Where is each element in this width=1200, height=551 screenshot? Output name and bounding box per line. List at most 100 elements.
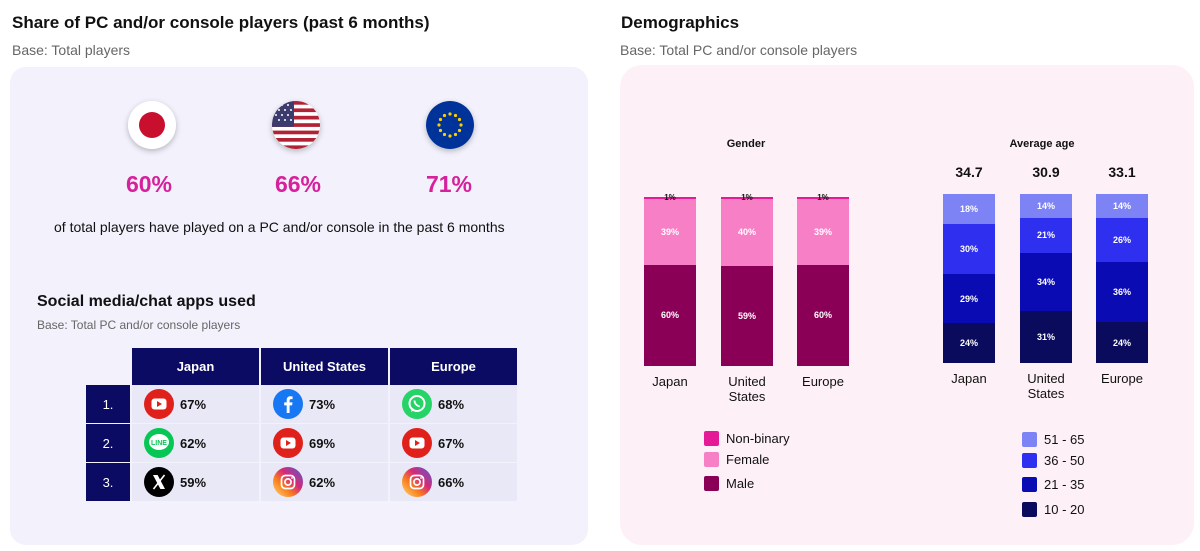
- bar-segment: 40%: [721, 198, 773, 267]
- legend-item: Non-binary: [704, 431, 790, 446]
- gender-chart-title: Gender: [726, 138, 766, 150]
- app-share-value: 69%: [309, 435, 336, 451]
- header-japan: Japan: [132, 348, 259, 385]
- rank-cell: 2.: [86, 424, 130, 463]
- bar-segment: 24%: [943, 322, 995, 363]
- bar-segment: 60%: [644, 264, 696, 366]
- average-age-value: 34.7: [955, 164, 983, 180]
- europe-share-value: 71%: [425, 171, 473, 197]
- bar-segment: 18%: [943, 194, 995, 225]
- x-axis-label-line: Europe: [1101, 371, 1143, 386]
- demographics-base: Base: Total PC and/or console players: [620, 42, 858, 58]
- app-share-value: 62%: [309, 474, 336, 490]
- x-icon: [144, 467, 174, 497]
- legend-item: Female: [704, 452, 769, 467]
- table-row: 2. LINE 62% 69% 67%: [86, 424, 517, 463]
- app-cell: 62%: [261, 463, 388, 502]
- x-axis-label-line: United: [728, 374, 766, 389]
- demographics-title: Demographics: [621, 13, 740, 32]
- legend-item: 10 - 20: [1022, 502, 1084, 517]
- bar-segment: 36%: [1096, 261, 1148, 323]
- legend-label: 51 - 65: [1044, 432, 1085, 447]
- bar-segment: 1%: [721, 193, 773, 202]
- x-axis-label: Europe: [1087, 371, 1157, 386]
- usa-flag-icon: [272, 101, 320, 149]
- rank-cell: 3.: [86, 463, 130, 502]
- x-axis-label: Japan: [635, 374, 705, 389]
- app-share-value: 67%: [438, 435, 465, 451]
- rank-cell: 1.: [86, 385, 130, 424]
- app-share-value: 73%: [309, 396, 336, 412]
- bar-segment: 14%: [1096, 194, 1148, 218]
- legend-item: Male: [704, 476, 754, 491]
- x-axis-label: Europe: [788, 374, 858, 389]
- bar-segment: 1%: [797, 193, 849, 202]
- share-description: of total players have played on a PC and…: [54, 219, 505, 235]
- app-share-value: 62%: [180, 435, 207, 451]
- social-base: Base: Total PC and/or console players: [37, 318, 241, 332]
- header-united-states: United States: [261, 348, 388, 385]
- eu-flag-icon: [426, 101, 474, 149]
- youtube-icon: [402, 428, 432, 458]
- legend-swatch: [704, 452, 719, 467]
- share-base: Base: Total players: [12, 42, 131, 58]
- table-row: 1. 67% 73% 68%: [86, 385, 517, 424]
- app-share-value: 66%: [438, 474, 465, 490]
- legend-swatch: [1022, 453, 1037, 468]
- legend-item: 51 - 65: [1022, 432, 1084, 447]
- legend-swatch: [1022, 432, 1037, 447]
- legend-item: 36 - 50: [1022, 453, 1084, 468]
- bar-segment: 24%: [1096, 322, 1148, 363]
- share-title: Share of PC and/or console players (past…: [12, 13, 430, 32]
- line-icon: LINE: [144, 428, 174, 458]
- bar-segment: 34%: [1020, 253, 1072, 311]
- app-share-value: 59%: [180, 474, 207, 490]
- app-cell: 67%: [132, 385, 259, 424]
- legend-label: 21 - 35: [1044, 477, 1085, 492]
- x-axis-label-line: States: [1027, 386, 1065, 401]
- app-share-value: 68%: [438, 396, 465, 412]
- header-europe: Europe: [390, 348, 517, 385]
- bar-segment: 30%: [943, 224, 995, 275]
- x-axis-label-line: Japan: [652, 374, 688, 389]
- app-cell: 68%: [390, 385, 517, 424]
- x-axis-label: Japan: [934, 371, 1004, 386]
- app-cell: 69%: [261, 424, 388, 463]
- legend-swatch: [704, 431, 719, 446]
- instagram-icon: [402, 467, 432, 497]
- x-axis-label-line: Europe: [802, 374, 844, 389]
- youtube-icon: [273, 428, 303, 458]
- average-age-value: 33.1: [1108, 164, 1136, 180]
- social-apps-table: Japan United States Europe 1. 67% 73% 68% 2.…: [84, 348, 519, 502]
- app-cell: 66%: [390, 463, 517, 502]
- bar-segment: 14%: [1020, 194, 1072, 218]
- bar-segment: 26%: [1096, 217, 1148, 262]
- bar-segment: 21%: [1020, 217, 1072, 254]
- japan-flag-icon: [128, 101, 176, 149]
- whatsapp-icon: [402, 389, 432, 419]
- app-share-value: 67%: [180, 396, 207, 412]
- bar-segment: 39%: [797, 198, 849, 265]
- bar-segment: 59%: [721, 266, 773, 366]
- table-corner: [86, 348, 130, 385]
- app-cell: 73%: [261, 385, 388, 424]
- bar-segment: 31%: [1020, 310, 1072, 363]
- legend-label: 36 - 50: [1044, 453, 1085, 468]
- bar-segment: 60%: [797, 264, 849, 366]
- social-title: Social media/chat apps used: [37, 293, 256, 310]
- x-axis-label: United States: [712, 374, 782, 404]
- bar-segment: 29%: [943, 274, 995, 323]
- legend-swatch: [1022, 502, 1037, 517]
- facebook-icon: [273, 389, 303, 419]
- x-axis-label-line: United: [1027, 371, 1065, 386]
- legend-item: 21 - 35: [1022, 477, 1084, 492]
- usa-share-value: 66%: [274, 171, 322, 197]
- x-axis-label-line: Japan: [951, 371, 987, 386]
- legend-swatch: [704, 476, 719, 491]
- bar-segment: 39%: [644, 198, 696, 265]
- legend-label: Female: [726, 452, 770, 467]
- instagram-icon: [273, 467, 303, 497]
- japan-share-value: 60%: [125, 171, 173, 197]
- app-cell: 59%: [132, 463, 259, 502]
- app-cell: 67%: [390, 424, 517, 463]
